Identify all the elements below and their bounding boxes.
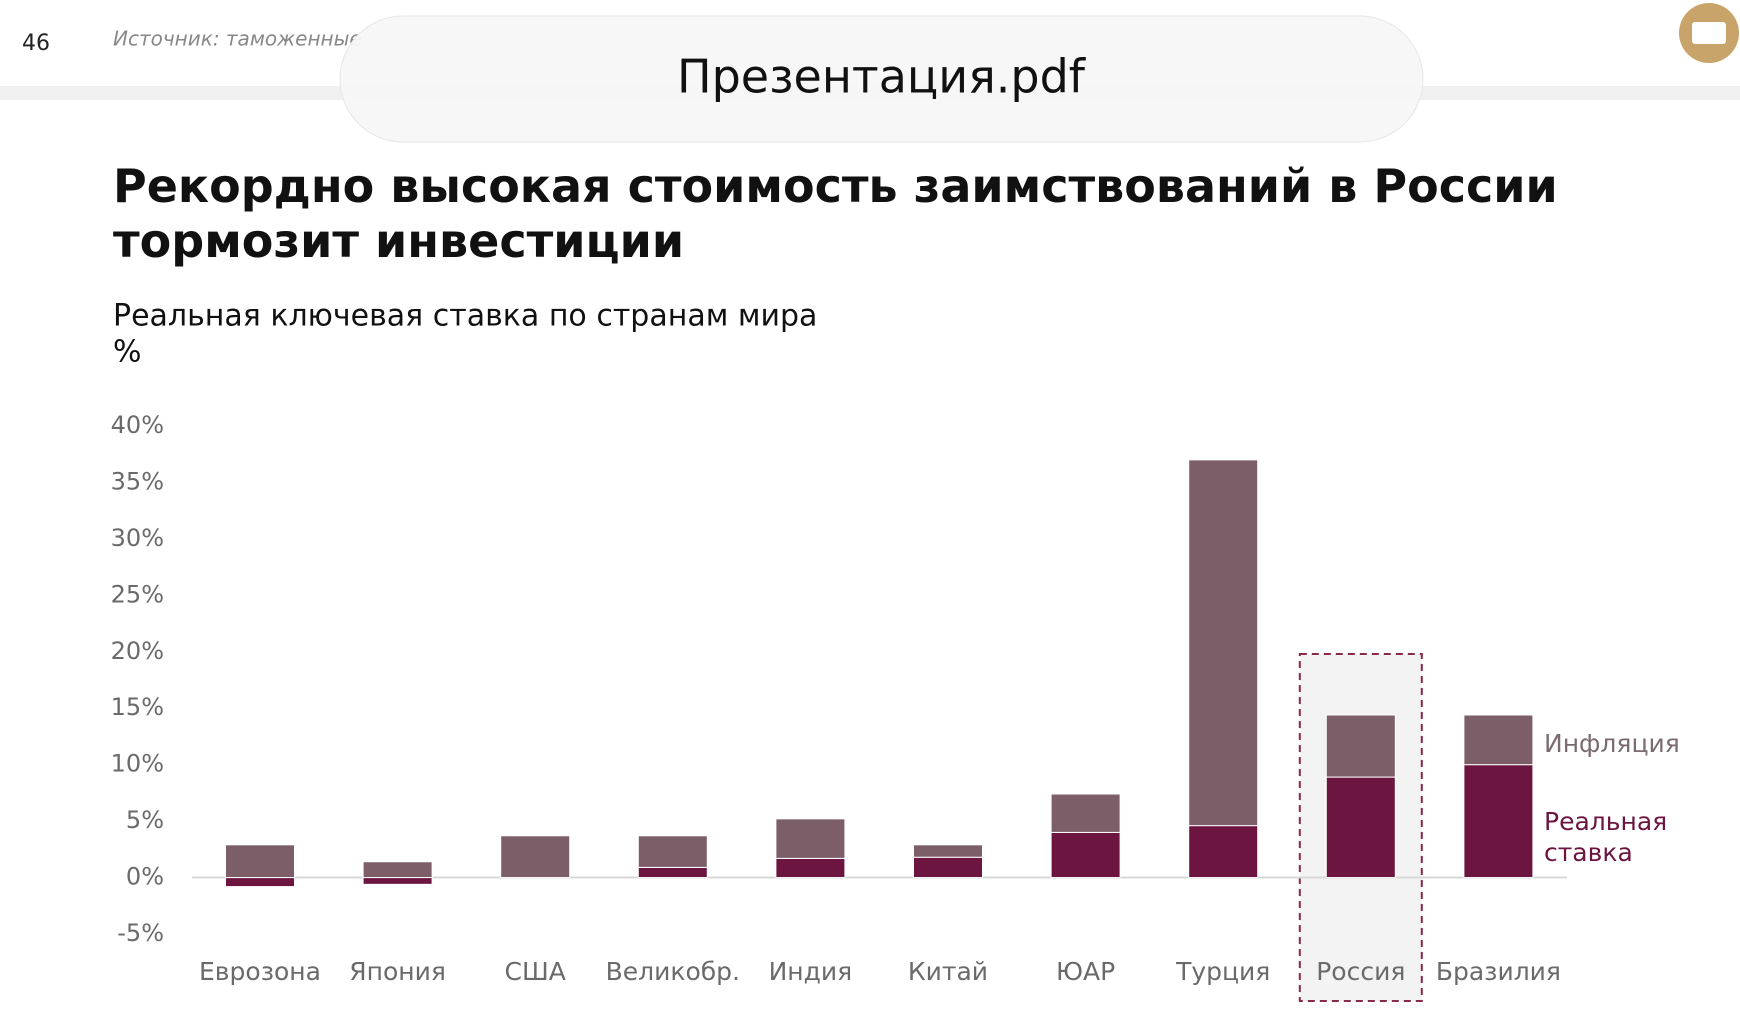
bar-segment [775,857,846,879]
y-tick-label: -5% [117,919,164,947]
bar-segment [913,856,983,879]
bar-segment [637,835,708,868]
x-tick-label: Япония [349,957,446,986]
y-tick-label: 35% [111,467,164,495]
page-number: 46 [22,31,50,56]
bar-segment [637,866,708,879]
bar-segment [362,861,433,879]
bar-segment [225,877,295,888]
y-tick-label: 10% [111,750,164,778]
bar-segment [1463,764,1534,879]
logo-glyph [1692,22,1726,44]
y-tick-label: 25% [111,580,164,608]
plot: -5% 0% 5% 10% 15% 20% 25% 30% 35% 40% Еврозона Япон… [111,411,1567,1002]
bar-segment [1325,714,1396,778]
bar-segment [1188,825,1259,879]
y-tick-label: 15% [111,693,164,721]
source: Источник: таможенные [113,27,362,51]
x-tick-label: Турция [1175,957,1270,986]
chart-title: Рекордно высокая стоимость заимствований… [113,159,1558,268]
overlay-pill[interactable] [339,15,1424,143]
legend-label: Реальная ставка [1544,807,1668,867]
bar-segment [225,844,295,879]
bar-segment [500,835,571,879]
y-tick-label: 0% [126,863,164,891]
y-tick-label: 20% [111,637,164,665]
y-axis-label: % [113,335,142,370]
overlay-title[interactable]: Презентация.pdf [677,50,1087,104]
chart-subtitle: Реальная ключевая ставка по странам мира [113,299,817,334]
x-tick-label: Еврозона [199,957,321,986]
bar-segment [1188,459,1259,827]
x-tick-label: Индия [769,957,853,986]
bar-segment [1325,776,1396,879]
x-tick-label: Бразилия [1436,957,1561,986]
bar-segment [1463,714,1534,766]
x-tick-label: Великобр. [606,957,740,986]
bar-segment [913,844,983,858]
bar-segment [362,877,433,885]
y-tick-label: 5% [126,806,164,834]
y-tick-label: 40% [111,411,164,439]
bar-segment [1050,831,1121,879]
bar-segment [1050,793,1121,833]
x-tick-label: Китай [908,957,988,986]
x-tick-label: ЮАР [1056,957,1115,986]
y-tick-label: 30% [111,524,164,552]
x-tick-label: Россия [1316,957,1405,986]
x-tick-label: США [505,957,566,986]
bar-segment [775,818,846,859]
legend-label: Инфляция [1544,729,1680,758]
